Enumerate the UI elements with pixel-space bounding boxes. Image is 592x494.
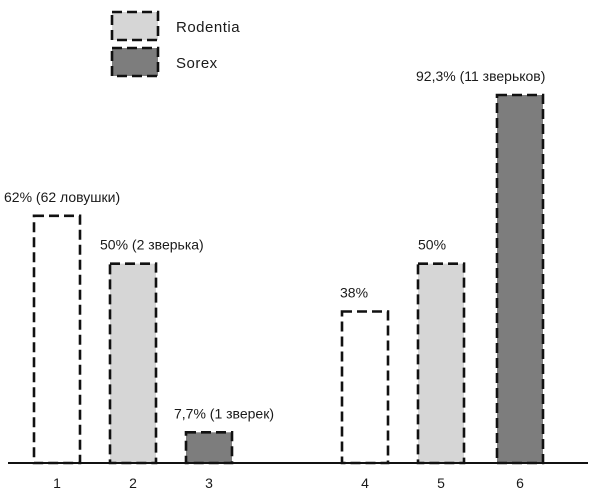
data-labels: 62% (62 ловушки) 50% (2 зверька) 7,7% (1 з… xyxy=(4,68,545,421)
x-tick-label-5: 5 xyxy=(437,475,445,491)
bars xyxy=(32,93,545,465)
x-tick-label-1: 1 xyxy=(53,475,61,491)
data-label-4: 38% xyxy=(340,284,368,300)
x-tick-labels: 1 2 3 4 5 6 xyxy=(53,475,524,491)
bar-3 xyxy=(184,431,234,465)
bar-5 xyxy=(416,262,466,465)
bar-6 xyxy=(495,93,545,465)
data-label-5: 50% xyxy=(418,237,446,253)
data-label-2: 50% (2 зверька) xyxy=(100,237,204,253)
x-tick-label-3: 3 xyxy=(205,475,213,491)
legend-label-rodentia: Rodentia xyxy=(176,19,240,36)
legend: Rodentia Sorex xyxy=(110,10,240,78)
data-label-3: 7,7% (1 зверек) xyxy=(174,405,274,421)
legend-label-sorex: Sorex xyxy=(176,55,218,72)
x-tick-label-2: 2 xyxy=(129,475,137,491)
x-tick-label-4: 4 xyxy=(361,475,369,491)
legend-swatch-rodentia xyxy=(110,10,160,42)
data-label-6: 92,3% (11 зверьков) xyxy=(416,68,545,84)
bar-2 xyxy=(108,262,158,465)
data-label-1: 62% (62 ловушки) xyxy=(4,189,120,205)
bar-4 xyxy=(340,310,390,465)
x-tick-label-6: 6 xyxy=(516,475,524,491)
legend-swatch-sorex xyxy=(110,46,160,78)
bar-1 xyxy=(32,214,82,465)
